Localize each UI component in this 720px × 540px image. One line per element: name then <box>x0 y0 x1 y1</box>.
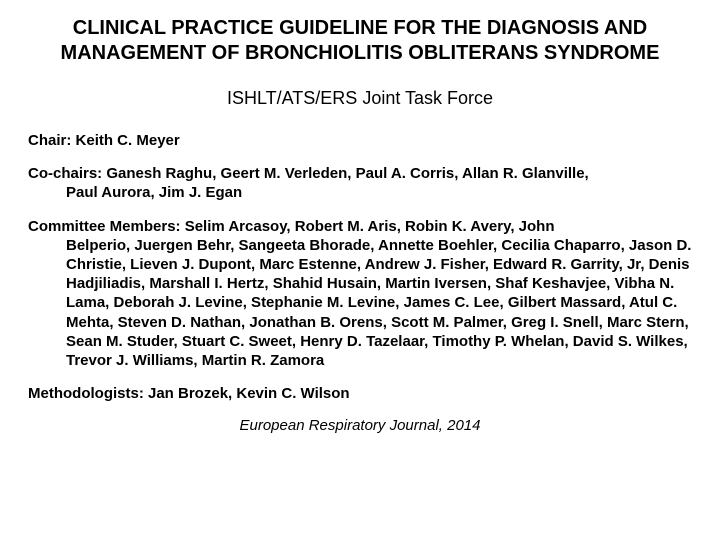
committee-rest: Belperio, Juergen Behr, Sangeeta Bhorade… <box>28 236 692 370</box>
cochairs-section: Co-chairs: Ganesh Raghu, Geert M. Verled… <box>28 164 692 202</box>
cochairs-label: Co-chairs: <box>28 165 106 182</box>
methodologists-label: Methodologists: <box>28 385 148 402</box>
committee-label: Committee Members: <box>28 218 185 235</box>
methodologists-section: Methodologists: Jan Brozek, Kevin C. Wil… <box>28 384 692 403</box>
committee-section: Committee Members: Selim Arcasoy, Robert… <box>28 217 692 371</box>
methodologists-names: Jan Brozek, Kevin C. Wilson <box>148 385 350 402</box>
chair-section: Chair: Keith C. Meyer <box>28 131 692 150</box>
citation: European Respiratory Journal, 2014 <box>28 417 692 434</box>
main-title: CLINICAL PRACTICE GUIDELINE FOR THE DIAG… <box>28 16 692 66</box>
chair-label: Chair: <box>28 132 76 149</box>
chair-names: Keith C. Meyer <box>76 132 180 149</box>
cochairs-line1: Ganesh Raghu, Geert M. Verleden, Paul A.… <box>106 165 588 182</box>
committee-line1: Selim Arcasoy, Robert M. Aris, Robin K. … <box>185 218 555 235</box>
cochairs-line2: Paul Aurora, Jim J. Egan <box>28 183 692 202</box>
subtitle: ISHLT/ATS/ERS Joint Task Force <box>28 88 692 109</box>
